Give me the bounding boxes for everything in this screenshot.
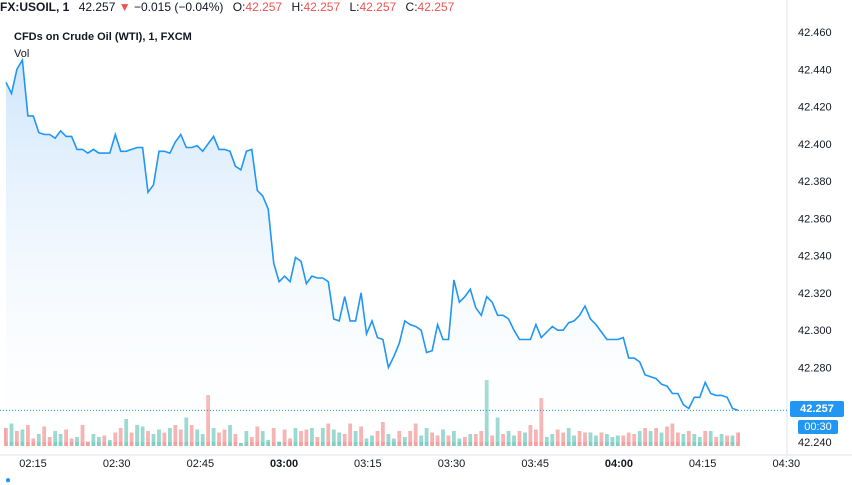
symbol-name[interactable]: FX:USOIL, 1 [0, 0, 70, 14]
time-tick-label: 04:00 [605, 458, 633, 470]
price-line [5, 57, 739, 412]
series-title: CFDs on Crude Oil (WTI), 1, FXCM [14, 31, 192, 43]
price-tick-label: 42.360 [798, 213, 832, 225]
time-tick-label: 02:45 [187, 458, 215, 470]
price-change: −0.015 (−0.04%) [133, 0, 224, 14]
open-value: 42.257 [245, 0, 283, 14]
last-price-badge: 42.257 [790, 401, 844, 417]
price-tick-label: 42.440 [798, 64, 832, 76]
price-tick-label: 42.280 [798, 363, 832, 375]
down-arrow-icon: ▼ [118, 0, 131, 14]
countdown-badge: 00:30 [798, 420, 838, 434]
scroll-indicator-icon[interactable]: ● [5, 475, 11, 485]
price-tick-label: 42.380 [798, 176, 832, 188]
open-label: O: [232, 0, 246, 14]
time-tick-label: 03:15 [354, 458, 382, 470]
volume-bar [69, 438, 74, 446]
time-tick-label: 03:00 [270, 458, 298, 470]
close-label: C: [405, 0, 418, 14]
volume-bar [86, 441, 90, 446]
volume-bar [457, 438, 462, 446]
price-tick-label: 42.320 [798, 288, 832, 300]
price-tick-label: 42.240 [798, 437, 832, 449]
volume-bar [239, 443, 243, 446]
time-tick-label: 04:15 [689, 458, 717, 470]
series-legend: CFDs on Crude Oil (WTI), 1, FXCM Vol [14, 30, 192, 61]
price-axis[interactable]: 42.460 42.440 42.420 42.400 42.380 42.360 42.3… [798, 27, 832, 449]
high-value: 42.257 [303, 0, 341, 14]
close-value: 42.257 [417, 0, 455, 14]
low-value: 42.257 [359, 0, 397, 14]
volume-bar [364, 438, 369, 446]
last-price: 42.257 [78, 0, 116, 14]
price-tick-label: 42.420 [798, 102, 832, 114]
volume-bar [288, 438, 292, 446]
volume-bar [107, 440, 112, 446]
time-axis[interactable]: 02:15 02:30 02:45 03:00 03:15 03:30 03:45 04:00… [19, 458, 800, 470]
time-tick-label: 02:30 [103, 458, 131, 470]
price-area-fill [6, 60, 738, 442]
time-tick-label: 04:30 [773, 458, 801, 470]
price-tick-label: 42.300 [798, 325, 832, 337]
time-tick-label: 02:15 [19, 458, 47, 470]
price-tick-label: 42.340 [798, 251, 832, 263]
price-tick-label: 42.460 [798, 27, 832, 39]
symbol-info-bar: FX:USOIL, 1 42.257 ▼ −0.015 (−0.04%) O:4… [0, 0, 600, 18]
price-tick-label: 42.400 [798, 139, 832, 151]
volume-label: Vol [14, 48, 30, 60]
volume-bar [277, 441, 281, 446]
high-label: H: [291, 0, 304, 14]
time-tick-label: 03:45 [521, 458, 549, 470]
volume-bar [392, 438, 396, 446]
volume-bar [31, 438, 36, 446]
low-label: L: [349, 0, 360, 14]
volume-bar [266, 440, 271, 446]
time-tick-label: 03:30 [438, 458, 466, 470]
